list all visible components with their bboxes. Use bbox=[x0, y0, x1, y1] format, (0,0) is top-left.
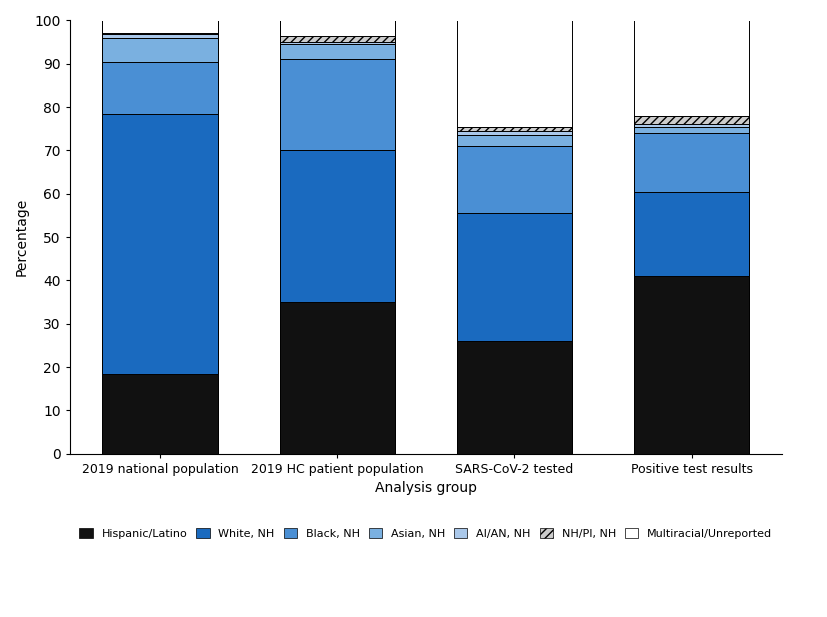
Bar bbox=[103, 38, 218, 62]
Y-axis label: Percentage: Percentage bbox=[15, 198, 29, 276]
Bar bbox=[103, 114, 218, 373]
Bar bbox=[280, 42, 394, 44]
Bar bbox=[457, 341, 572, 453]
X-axis label: Analysis group: Analysis group bbox=[375, 481, 477, 495]
Legend: Hispanic/Latino, White, NH, Black, NH, Asian, NH, AI/AN, NH, NH/PI, NH, Multirac: Hispanic/Latino, White, NH, Black, NH, A… bbox=[75, 524, 777, 544]
Bar bbox=[457, 131, 572, 135]
Bar bbox=[280, 302, 394, 453]
Bar bbox=[634, 276, 749, 453]
Bar bbox=[103, 373, 218, 453]
Bar bbox=[280, 151, 394, 302]
Bar bbox=[457, 126, 572, 131]
Bar bbox=[103, 62, 218, 114]
Bar bbox=[634, 192, 749, 276]
Bar bbox=[280, 36, 394, 42]
Bar bbox=[634, 126, 749, 133]
Bar bbox=[457, 146, 572, 213]
Bar bbox=[457, 135, 572, 146]
Bar bbox=[634, 125, 749, 126]
Bar bbox=[280, 59, 394, 151]
Bar bbox=[103, 33, 218, 35]
Bar bbox=[280, 20, 394, 36]
Bar bbox=[457, 213, 572, 341]
Bar bbox=[103, 35, 218, 38]
Bar bbox=[280, 44, 394, 59]
Bar bbox=[634, 116, 749, 125]
Bar bbox=[103, 20, 218, 33]
Bar bbox=[634, 133, 749, 192]
